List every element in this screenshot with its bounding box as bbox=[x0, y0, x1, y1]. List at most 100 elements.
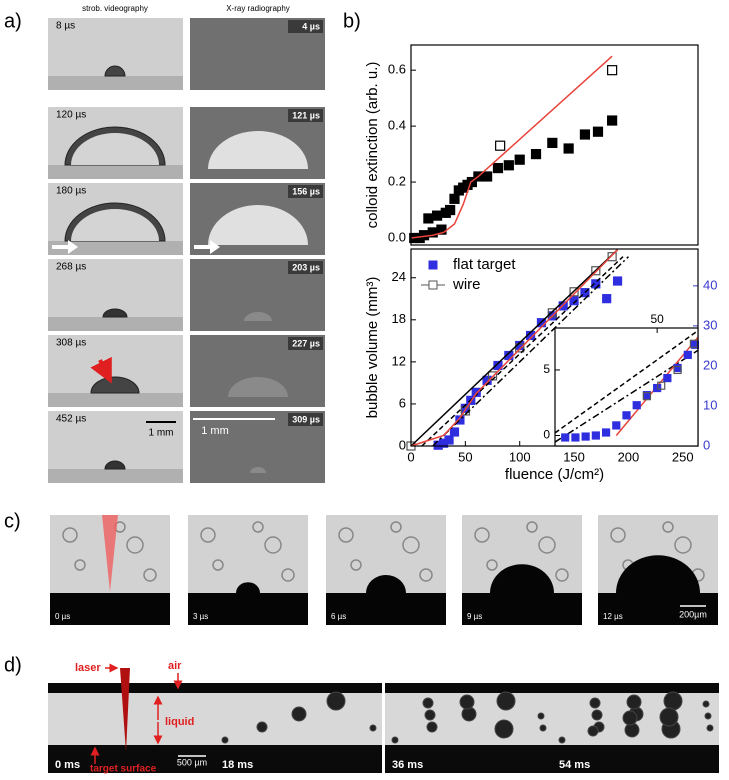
time-label: 309 µs bbox=[292, 414, 320, 424]
plot-frame bbox=[410, 44, 699, 246]
bubble bbox=[126, 536, 144, 554]
bubble bbox=[402, 536, 420, 554]
air-band bbox=[215, 683, 382, 693]
bubble bbox=[426, 721, 438, 733]
surface bbox=[188, 593, 308, 625]
time-label: 8 µs bbox=[56, 21, 75, 32]
droplet-inner bbox=[71, 209, 159, 241]
droplet bbox=[104, 65, 126, 77]
time-label: 0 µs bbox=[55, 612, 70, 621]
data-point bbox=[515, 343, 525, 353]
y-tick-label: 0.0 bbox=[388, 229, 406, 244]
data-point bbox=[657, 381, 666, 390]
time-label: 9 µs bbox=[467, 612, 482, 621]
droplet-inner bbox=[71, 133, 159, 165]
surface bbox=[385, 745, 552, 773]
bubble bbox=[539, 724, 547, 732]
time-label: 3 µs bbox=[193, 612, 208, 621]
surface bbox=[552, 745, 719, 773]
laser bbox=[120, 668, 130, 752]
bubble bbox=[663, 691, 683, 711]
time-label: 18 ms bbox=[222, 759, 253, 771]
bubble bbox=[496, 691, 516, 711]
laser bbox=[102, 515, 118, 592]
panel-label: d) bbox=[4, 654, 22, 676]
air-band bbox=[385, 683, 552, 693]
legend-label: flat target bbox=[453, 256, 516, 273]
bubble bbox=[369, 724, 377, 732]
data-point bbox=[579, 129, 591, 140]
annotation: laser bbox=[75, 662, 101, 674]
data-point bbox=[642, 392, 652, 401]
x-axis-label: fluence (J/cm²) bbox=[505, 466, 604, 483]
data-point bbox=[591, 279, 601, 289]
xray-droplet bbox=[250, 467, 266, 473]
x-tick-label: 250 bbox=[672, 449, 694, 464]
bubble bbox=[704, 712, 712, 720]
fit-line bbox=[410, 55, 613, 239]
y-tick-label: 0 bbox=[543, 428, 550, 442]
substrate bbox=[48, 469, 183, 483]
time-bg bbox=[288, 109, 323, 122]
bubble bbox=[626, 694, 642, 710]
bubble bbox=[338, 527, 354, 543]
time-bg bbox=[288, 413, 323, 426]
bubble bbox=[610, 527, 626, 543]
scale-label: 500 µm bbox=[177, 757, 207, 767]
data-point bbox=[607, 115, 618, 126]
data-point bbox=[493, 360, 503, 371]
fit-line bbox=[410, 249, 619, 447]
data-point bbox=[431, 210, 443, 221]
y2-tick-label: 40 bbox=[703, 277, 717, 292]
y2-tick-label: 20 bbox=[703, 357, 717, 372]
bubble bbox=[494, 719, 514, 739]
data-point bbox=[607, 65, 618, 76]
scale-label: 200µm bbox=[679, 609, 707, 619]
bubble bbox=[459, 694, 475, 710]
data-point bbox=[514, 154, 525, 165]
scale-label: 1 mm bbox=[149, 428, 174, 439]
data-point bbox=[569, 296, 579, 306]
bubble bbox=[391, 736, 399, 744]
time-label: 156 µs bbox=[292, 186, 320, 196]
x-tick-label: 50 bbox=[650, 312, 664, 326]
droplet bbox=[104, 460, 126, 470]
xray-droplet bbox=[208, 205, 308, 245]
x-tick-label: 0 bbox=[407, 449, 414, 464]
time-label: 180 µs bbox=[56, 186, 86, 197]
bubble bbox=[350, 559, 362, 571]
bubble bbox=[538, 536, 556, 554]
bubble bbox=[587, 725, 599, 737]
xray-droplet bbox=[208, 131, 308, 169]
plot-frame bbox=[554, 327, 699, 447]
bubble bbox=[74, 559, 86, 571]
data-point bbox=[580, 288, 590, 298]
annotation: air bbox=[168, 660, 182, 672]
scale-label: 1 mm bbox=[201, 425, 229, 437]
data-point bbox=[445, 204, 456, 216]
annotation: target surface bbox=[90, 764, 157, 775]
bubble bbox=[537, 712, 545, 720]
bubble bbox=[591, 709, 603, 721]
data-point bbox=[571, 433, 580, 442]
data-point bbox=[673, 363, 682, 373]
arrow bbox=[194, 240, 220, 254]
substrate bbox=[48, 76, 183, 90]
bubble bbox=[390, 521, 402, 533]
time-label: 120 µs bbox=[56, 110, 86, 121]
data-point bbox=[663, 373, 672, 383]
data-point bbox=[530, 148, 542, 160]
time-bg bbox=[288, 337, 323, 350]
bubble bbox=[622, 710, 638, 726]
bubble bbox=[221, 736, 229, 744]
data-point bbox=[423, 213, 434, 224]
data-point bbox=[632, 401, 641, 410]
bubble bbox=[474, 527, 490, 543]
bubble bbox=[212, 559, 224, 571]
bubble bbox=[252, 521, 264, 533]
cavity bbox=[236, 582, 260, 593]
bubble bbox=[256, 721, 268, 733]
bubble bbox=[200, 527, 216, 543]
surface bbox=[48, 745, 215, 773]
x-tick-label: 150 bbox=[563, 449, 585, 464]
